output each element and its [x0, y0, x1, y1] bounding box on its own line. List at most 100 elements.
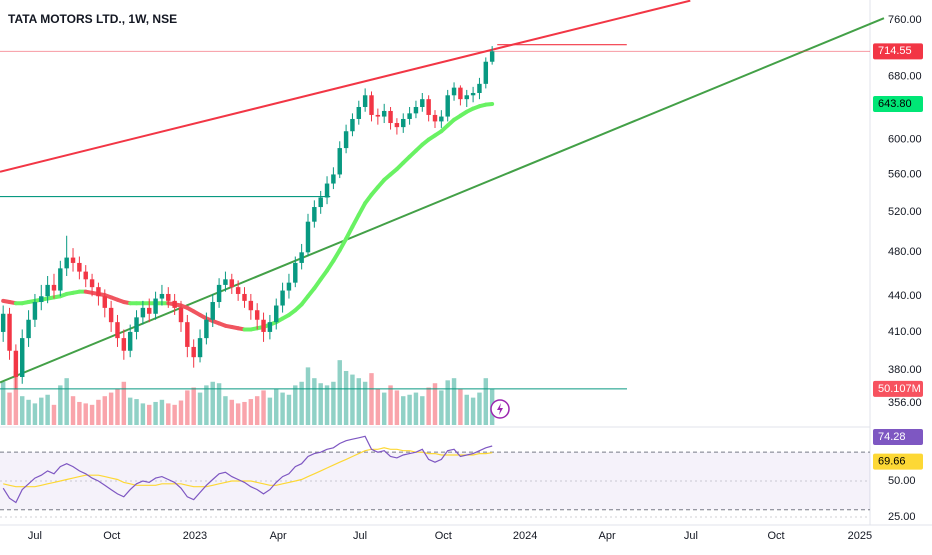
candle-body	[439, 116, 444, 122]
volume-badge: 50.107M	[878, 383, 921, 395]
y-tick-label: 440.00	[888, 290, 922, 302]
volume-bar	[299, 381, 304, 425]
y-tick-label: 600.00	[888, 134, 922, 146]
candle-body	[343, 131, 349, 149]
y-tick-label: 680.00	[888, 70, 922, 82]
candle-body	[13, 350, 19, 377]
volume-bar	[210, 381, 215, 425]
volume-bar	[96, 399, 101, 425]
ma-badge-bg	[873, 96, 923, 113]
candle-body	[229, 279, 235, 288]
x-tick-label: Apr	[599, 530, 616, 542]
volume-bar	[381, 392, 387, 425]
candle-body	[102, 296, 108, 308]
candle-body	[432, 114, 438, 122]
candle-body	[369, 95, 374, 115]
rsi-ma-badge: 69.66	[878, 456, 906, 468]
volume-bar	[432, 383, 438, 425]
volume-bar	[58, 385, 63, 425]
x-tick-label: Oct	[103, 530, 120, 542]
candle-body	[280, 290, 285, 306]
candle-body	[64, 257, 69, 269]
candle-body	[388, 110, 393, 124]
volume-bar	[140, 403, 146, 425]
candle-body	[127, 331, 133, 351]
volume-bar	[39, 397, 44, 425]
ma-line	[350, 212, 361, 229]
volume-bar	[324, 385, 330, 425]
candle-body	[299, 252, 304, 263]
candle-body	[204, 319, 209, 339]
volume-bar	[267, 397, 273, 425]
volume-bar	[331, 381, 336, 425]
candle-body	[45, 284, 50, 297]
volume-bar	[172, 404, 177, 425]
ma-line	[356, 201, 368, 217]
candle-body	[375, 114, 381, 117]
candle-body	[362, 95, 368, 107]
candle-body	[77, 262, 82, 272]
candle-body	[381, 110, 387, 117]
rsi-tick-label: 25.00	[888, 511, 916, 523]
volume-bar	[159, 399, 165, 425]
volume-bar	[350, 374, 355, 425]
volume-bar	[229, 399, 235, 425]
price-badge-bg	[873, 43, 923, 60]
event-icon-bolt	[497, 403, 503, 415]
candle-body	[39, 296, 44, 303]
y-tick-label: 380.00	[888, 364, 922, 376]
chart-title: TATA MOTORS LTD., 1W, NSE	[8, 12, 177, 26]
volume-bar	[451, 378, 457, 425]
volume-bar	[70, 396, 76, 425]
x-tick-label: Oct	[435, 530, 452, 542]
candle-body	[147, 307, 152, 314]
volume-bar	[318, 383, 323, 425]
candle-body	[324, 183, 330, 198]
volume-bar	[134, 399, 139, 425]
candle-body	[235, 287, 241, 294]
volume-bar	[197, 392, 203, 425]
candle-body	[26, 319, 31, 339]
candle-body	[70, 257, 76, 263]
volume-bar	[223, 396, 228, 425]
candle-body	[318, 197, 323, 208]
volume-bar	[254, 396, 260, 425]
candle-body	[0, 313, 6, 332]
candle-body	[178, 307, 184, 323]
candle-body	[58, 268, 63, 291]
volume-bar	[420, 396, 425, 425]
y-tick-label: 560.00	[888, 168, 922, 180]
plot: 760.00 680.00 600.00 560.00 520.00 480.00 440.…	[0, 0, 923, 542]
y-tick-label: 760.00	[888, 14, 922, 26]
volume-bar	[185, 390, 190, 425]
volume-bar	[458, 388, 463, 425]
candle-body	[413, 106, 419, 114]
candle-body	[426, 99, 431, 115]
volume-bar	[51, 404, 57, 425]
x-tick-label: Jul	[353, 530, 367, 542]
volume-bar	[293, 385, 298, 425]
volume-bar	[77, 401, 82, 425]
candle-body	[108, 307, 114, 323]
volume-bar	[204, 385, 209, 425]
y-tick-label: 520.00	[888, 206, 922, 218]
candle-body	[458, 87, 463, 100]
x-tick-label: 2025	[848, 530, 872, 542]
candle-body	[483, 61, 489, 84]
x-tick-label: Jul	[684, 530, 698, 542]
candle-body	[261, 319, 266, 332]
ma-line	[483, 102, 495, 107]
x-tick-label: Jul	[28, 530, 42, 542]
candle-body	[216, 284, 222, 303]
trendline	[0, 0, 691, 173]
candle-body	[489, 51, 495, 62]
candle-body	[445, 95, 450, 117]
candle-body	[420, 99, 425, 107]
x-tick-label: 2023	[183, 530, 207, 542]
volume-bar	[356, 378, 362, 425]
price-badge: 714.55	[878, 45, 912, 57]
candle-body	[305, 221, 311, 253]
volume-bar	[45, 394, 50, 425]
